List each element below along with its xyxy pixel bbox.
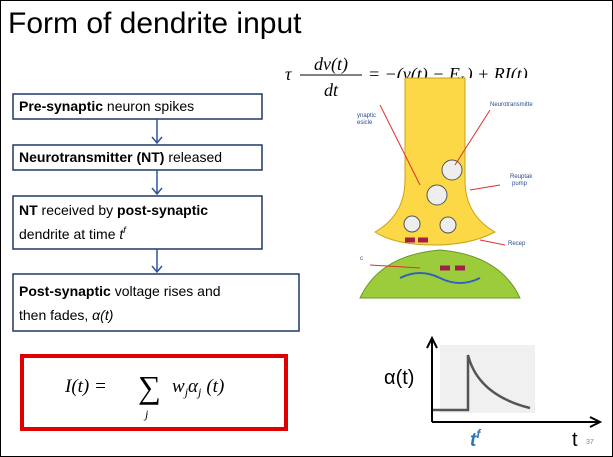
text: voltage rises and [111, 283, 221, 299]
formula-lhs: I(t) = [64, 376, 107, 397]
bold: Neurotransmitter (NT) [19, 149, 164, 165]
figure-label: pump [512, 181, 528, 187]
alpha-graph: α(t) tf t [384, 335, 603, 451]
italic: α(t) [92, 307, 113, 323]
text: then fades, [19, 307, 92, 323]
alpha: α [188, 376, 199, 397]
flow-text: Pre-synaptic neuron spikes [19, 98, 194, 114]
w: w [172, 376, 185, 397]
vesicle [439, 216, 457, 234]
formula: I(t) = ∑ j wjαj (t) [64, 369, 224, 421]
flow-text: Post-synaptic voltage rises and [19, 283, 221, 299]
flow-text: Neurotransmitter (NT) released [19, 149, 222, 165]
flow-box [12, 144, 263, 171]
formula-sum: ∑ [138, 369, 161, 405]
bold: NT [19, 202, 38, 218]
page-number: 37 [586, 439, 594, 446]
pointer-lines [369, 104, 506, 269]
text: neuron spikes [103, 98, 194, 114]
alpha-sub: j [196, 385, 202, 399]
flow-box [12, 195, 263, 250]
flow-box [12, 93, 263, 120]
w-sub: j [183, 385, 189, 399]
bold: Post-synaptic [19, 283, 111, 299]
flow-box [12, 273, 300, 332]
figure-label: esicle [357, 120, 373, 126]
postsynaptic-dendrite [359, 249, 521, 299]
x-label: t [572, 429, 578, 451]
figure-label: Reuptak [510, 174, 533, 180]
vesicle [426, 184, 448, 206]
figure-label: Recep [508, 241, 526, 247]
tf: t [470, 430, 477, 451]
figure-label: c [360, 256, 363, 262]
figure-label: ynaptic [357, 113, 376, 119]
flow-arrow [151, 119, 163, 145]
text: received by [38, 202, 117, 218]
flow-text: then fades, α(t) [19, 307, 113, 323]
flow-text: NT received by post-synaptic [19, 202, 208, 218]
bold: Pre-synaptic [19, 98, 103, 114]
eq-tau: τ [285, 64, 292, 84]
tf-label: tf [470, 427, 481, 451]
flow-arrow [151, 249, 163, 274]
dendrite-lines [399, 272, 481, 284]
text: released [164, 149, 222, 165]
figure-label: Neurotransmitte [490, 102, 533, 108]
alpha-curve [432, 354, 531, 412]
formula-index: j [143, 407, 149, 421]
slide-title: Form of dendrite input [8, 7, 302, 40]
formula-rhs: wjαj (t) [172, 376, 224, 399]
tf-sup: f [476, 427, 481, 441]
eq-den: dt [324, 80, 339, 100]
formula-box [20, 354, 288, 431]
receptors [405, 237, 465, 271]
flow-text: dendrite at time tf [19, 225, 127, 242]
graph-bg [440, 345, 535, 413]
synapse-figure: ynaptic esicle Neurotransmitte Reuptak p… [355, 77, 535, 300]
arg: (t) [206, 376, 224, 397]
axes [426, 335, 603, 428]
eq-num: dv(t) [314, 54, 348, 75]
bold: post-synaptic [117, 202, 208, 218]
text: dendrite at time [19, 226, 119, 242]
vesicle [441, 159, 463, 181]
italic: t [119, 226, 124, 242]
flow-arrow [151, 170, 163, 196]
sup: f [123, 225, 127, 235]
vesicle [403, 215, 421, 233]
presynaptic-terminal [374, 77, 497, 246]
y-label: α(t) [384, 367, 414, 389]
